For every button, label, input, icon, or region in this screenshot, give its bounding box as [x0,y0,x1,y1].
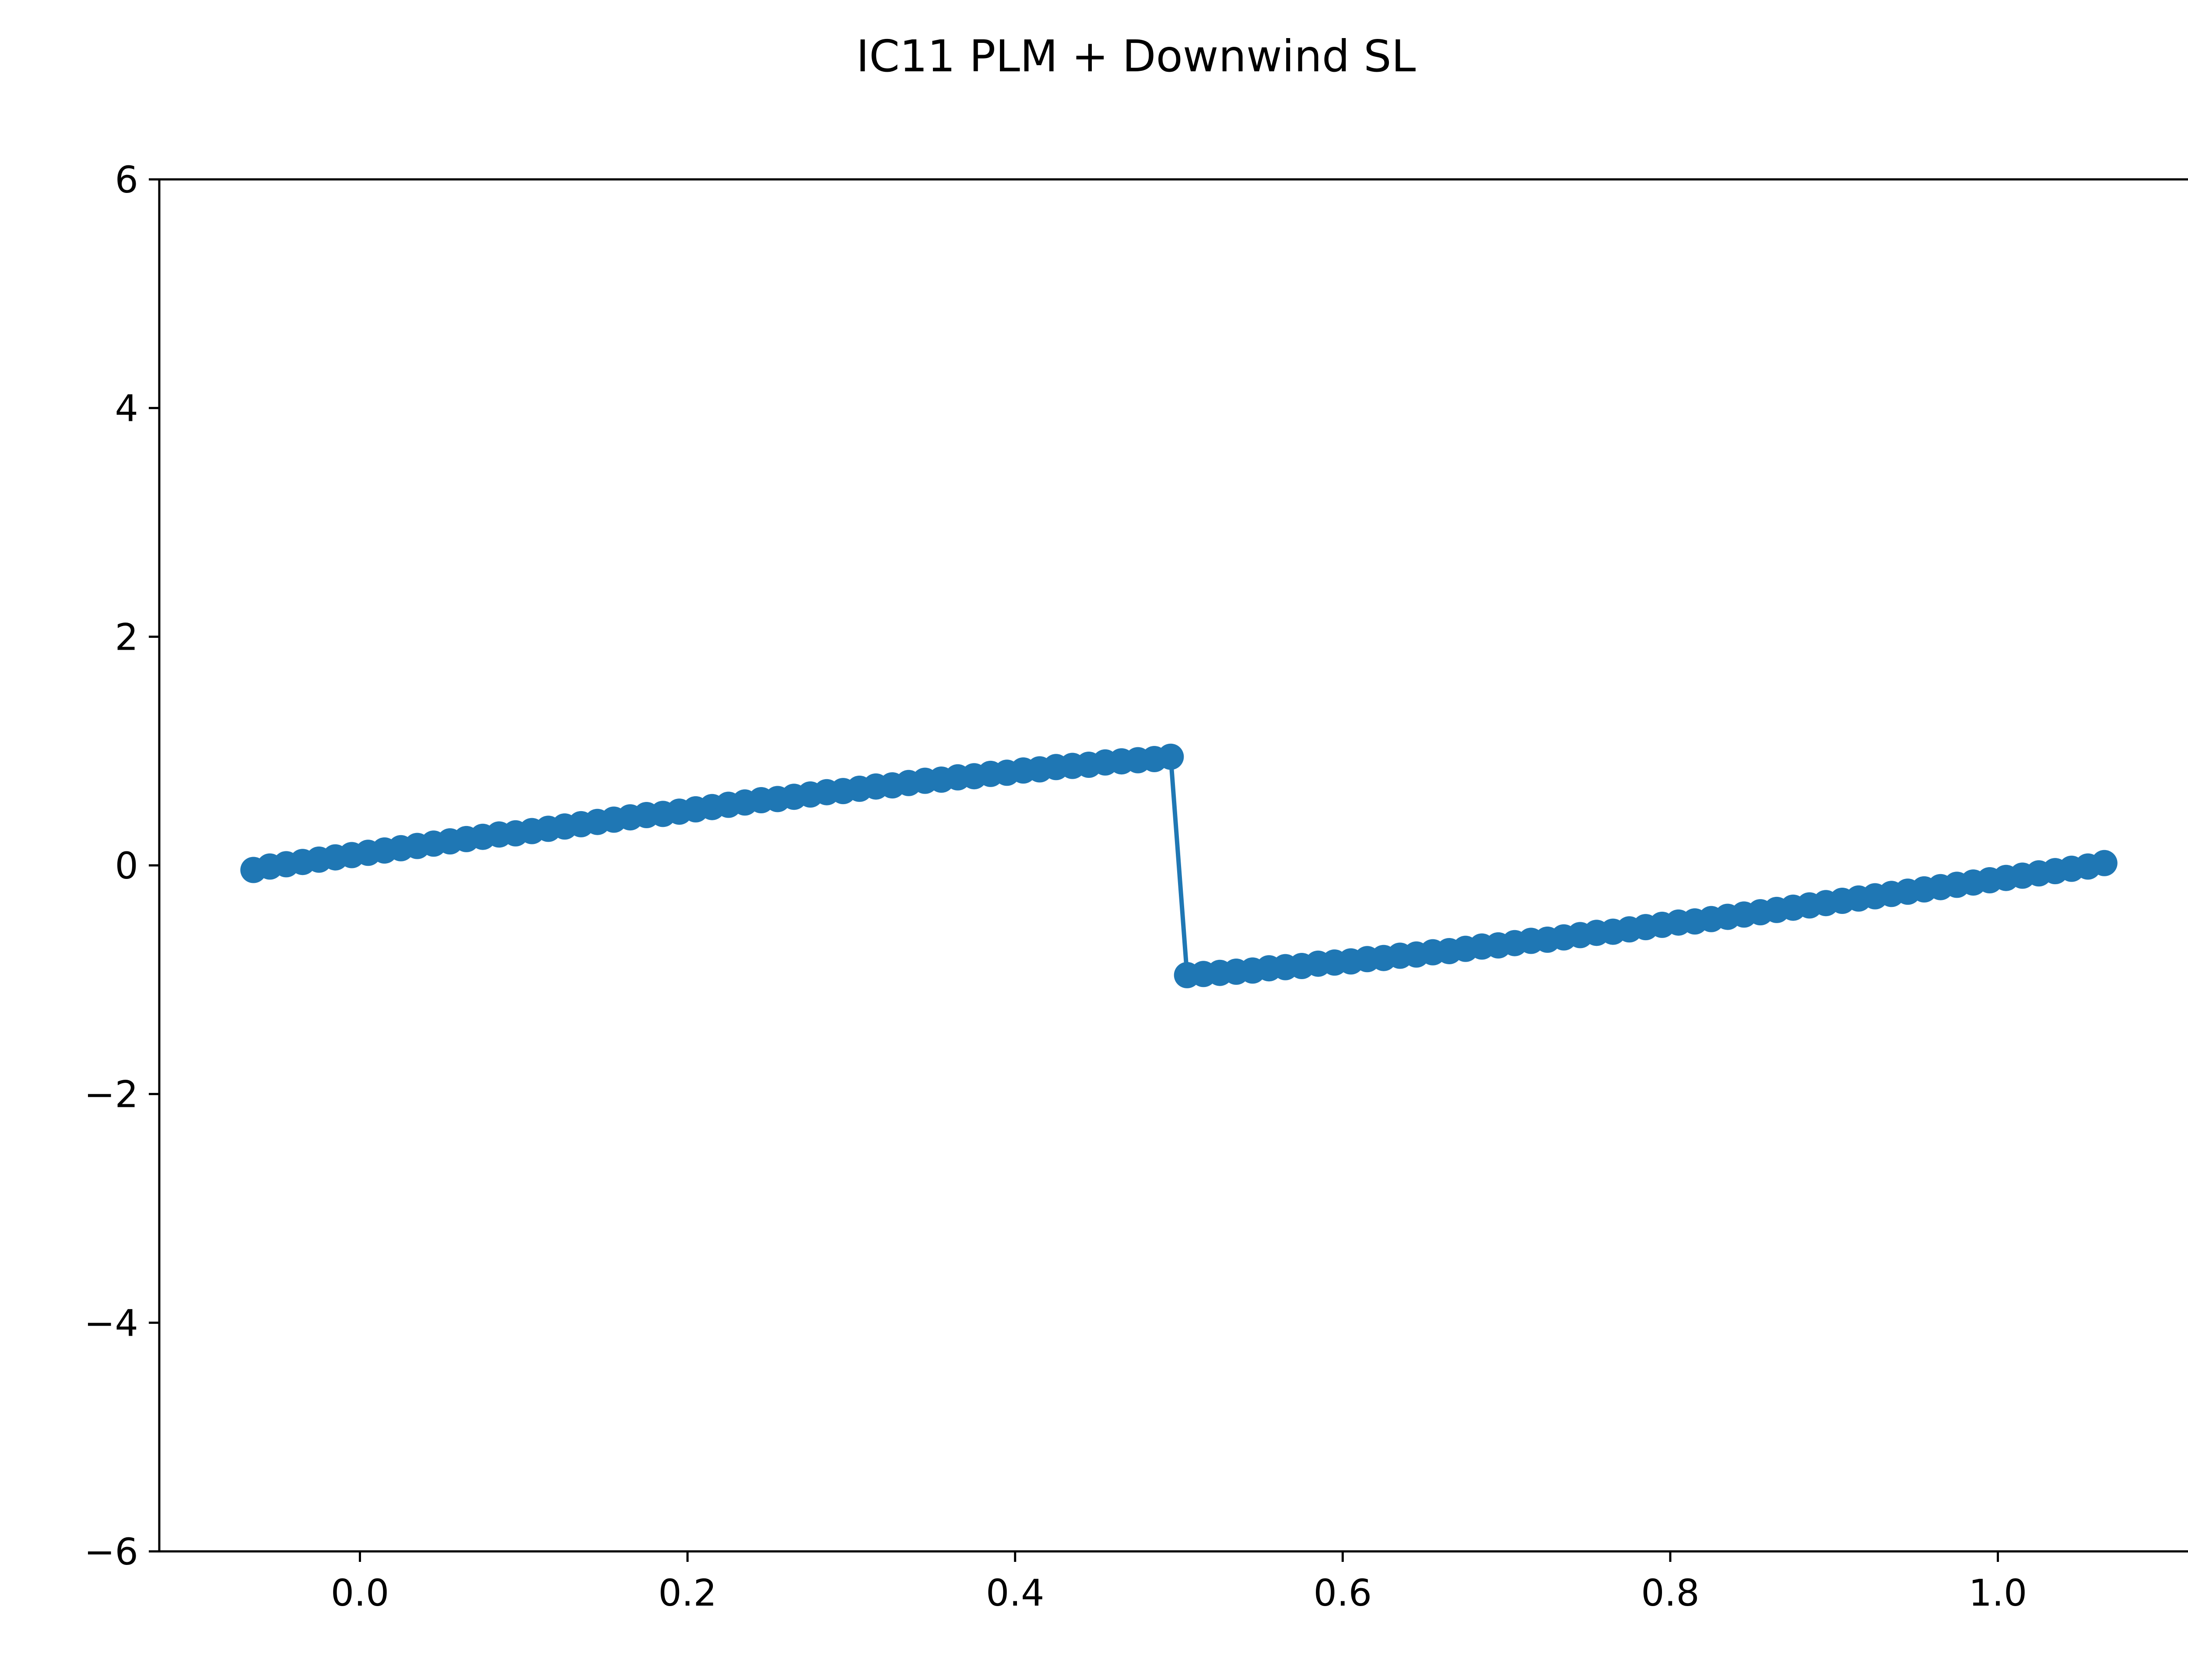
x-tick-label: 0.4 [986,1572,1045,1614]
x-tick-label: 0.8 [1641,1572,1700,1614]
data-point [2091,850,2118,876]
x-tick-label: 1.0 [1969,1572,2027,1614]
plot-area [240,743,2118,988]
data-point [1157,743,1184,770]
y-tick-label: 6 [115,158,138,201]
y-tick-label: 4 [115,387,138,430]
y-axis-ticks: −6 −4 −2 0 2 4 6 [84,158,159,1573]
y-tick-label: −4 [84,1302,138,1344]
x-tick-label: 0.2 [658,1572,717,1614]
x-tick-label: 0.6 [1314,1572,1372,1614]
y-tick-label: 2 [115,616,138,658]
y-tick-label: −2 [84,1073,138,1116]
x-axis-ticks: 0.0 0.2 0.4 0.6 0.8 1.0 [331,1551,2027,1614]
y-tick-label: 0 [115,844,138,887]
y-tick-label: −6 [84,1530,138,1573]
axes-frame [158,178,2188,1553]
x-tick-label: 0.0 [331,1572,389,1614]
series-line [253,754,2105,978]
chart-title: IC11 PLM + Downwind SL [856,31,1416,82]
